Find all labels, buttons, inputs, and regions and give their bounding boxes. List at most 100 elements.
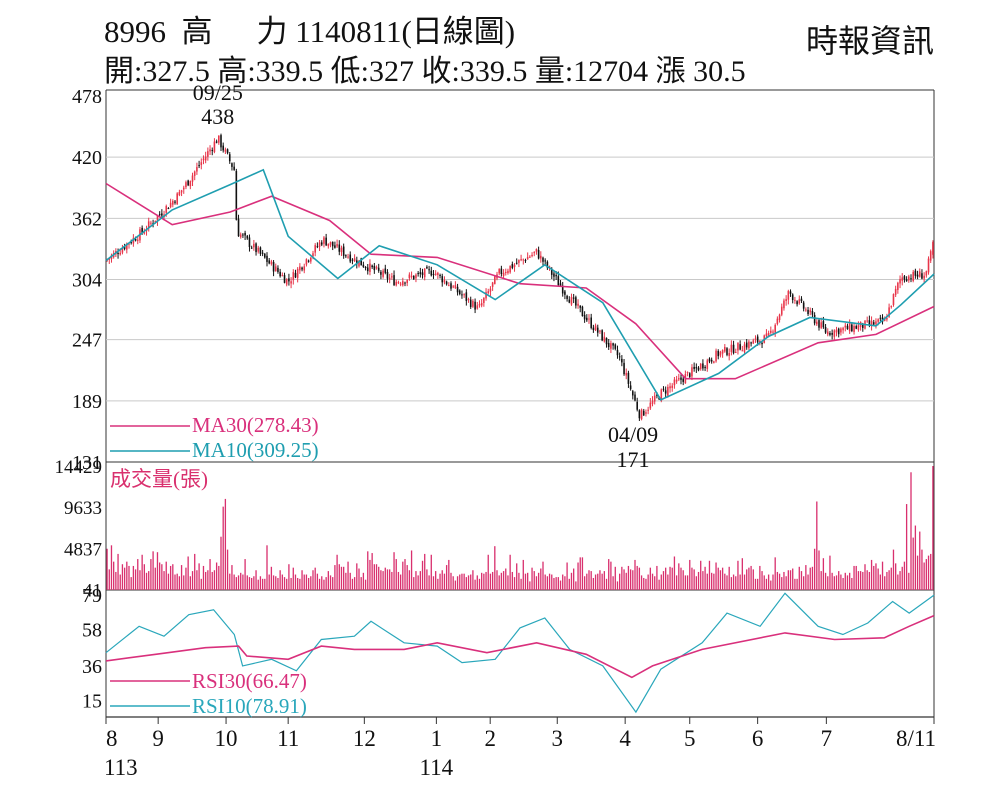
volume-bar: [231, 565, 233, 590]
candle-body: [465, 292, 468, 301]
volume-bar: [846, 575, 849, 590]
candle-body: [395, 281, 398, 286]
volume-bar: [511, 571, 513, 590]
candle-body: [353, 258, 356, 262]
candle-body: [430, 270, 433, 276]
volume-bar: [465, 577, 467, 590]
volume-bar: [746, 569, 748, 590]
candle-body: [632, 391, 634, 396]
volume-bar: [456, 576, 459, 590]
volume-bar: [619, 573, 621, 590]
volume-bar: [803, 576, 805, 590]
volume-bar: [130, 577, 132, 590]
volume-bar: [761, 571, 763, 590]
volume-bar: [673, 556, 676, 590]
volume-bar: [866, 570, 868, 590]
candle-body: [662, 388, 665, 390]
candle-body: [636, 401, 638, 410]
candle-body: [912, 271, 914, 281]
candle-body: [877, 319, 879, 322]
candle-body: [237, 218, 240, 237]
volume-bar: [491, 571, 494, 590]
candle-body: [664, 390, 667, 394]
candle-body: [176, 193, 178, 205]
volume-bar: [621, 566, 623, 590]
volume-bar: [540, 568, 542, 590]
volume-bar: [421, 560, 424, 590]
volume-bar: [270, 566, 273, 590]
candle-body: [141, 227, 143, 233]
volume-bar: [419, 571, 421, 590]
price-tick-label: 131: [72, 452, 102, 474]
volume-bar: [689, 559, 691, 590]
volume-bar: [318, 578, 321, 590]
candle-body: [610, 343, 612, 349]
volume-bar: [351, 578, 354, 590]
volume-bar: [559, 580, 562, 590]
candle-body: [586, 317, 588, 321]
candle-body: [196, 167, 198, 172]
candle-body: [702, 363, 704, 369]
candle-body: [336, 244, 338, 247]
candle-body: [717, 350, 720, 357]
volume-bar: [614, 566, 616, 590]
candle-body: [182, 187, 185, 190]
volume-bar: [402, 561, 404, 590]
volume-bar: [551, 574, 553, 590]
candle-body: [147, 221, 150, 229]
candle-body: [811, 311, 814, 315]
volume-bar: [544, 574, 546, 590]
candle-body: [800, 298, 803, 301]
volume-bar: [312, 570, 314, 590]
candle-body: [511, 263, 514, 268]
volume-bar: [106, 548, 108, 590]
volume-bar: [174, 574, 176, 590]
candle-body: [566, 295, 568, 299]
volume-bar: [297, 577, 299, 590]
volume-bar: [454, 580, 457, 590]
candle-body: [910, 278, 912, 280]
volume-bar: [299, 578, 301, 590]
candle-body: [154, 220, 157, 222]
candle-body: [905, 279, 908, 282]
volume-bar: [581, 557, 584, 590]
candle-body: [607, 342, 610, 348]
volume-bar: [283, 577, 286, 590]
candle-body: [634, 394, 636, 401]
volume-bar: [849, 572, 851, 590]
x-tick-label: 5: [684, 726, 696, 751]
candle-body: [487, 291, 490, 294]
candle-body: [189, 181, 192, 187]
rsi-tick-label: 15: [82, 691, 102, 713]
candle-body: [570, 296, 573, 305]
volume-bar: [474, 579, 476, 590]
volume-bar: [198, 563, 200, 590]
candle-body: [158, 214, 161, 216]
volume-bar: [386, 569, 389, 590]
candle-body: [222, 145, 224, 151]
candle-body: [169, 202, 172, 208]
candle-body: [108, 258, 111, 260]
rsi10-line: [105, 592, 935, 714]
candle-body: [776, 318, 779, 324]
volume-bar: [879, 574, 881, 590]
candle-body: [439, 274, 441, 276]
candle-body: [126, 243, 128, 250]
volume-bar: [139, 570, 141, 590]
candle-body: [699, 363, 702, 369]
candle-body: [929, 251, 932, 261]
candle-body: [842, 327, 844, 331]
candle-body: [704, 367, 706, 369]
volume-bar: [665, 567, 667, 590]
candle-body: [261, 252, 264, 254]
volume-bar: [597, 573, 599, 590]
candle-body: [761, 342, 763, 345]
volume-tick-label: 14429: [55, 457, 103, 478]
candle-body: [559, 283, 562, 287]
candle-body: [721, 350, 724, 354]
volume-bar: [925, 559, 927, 590]
volume-bar: [711, 572, 713, 590]
volume-bar: [505, 568, 507, 590]
candle-body: [467, 298, 470, 300]
volume-bar: [255, 570, 257, 590]
